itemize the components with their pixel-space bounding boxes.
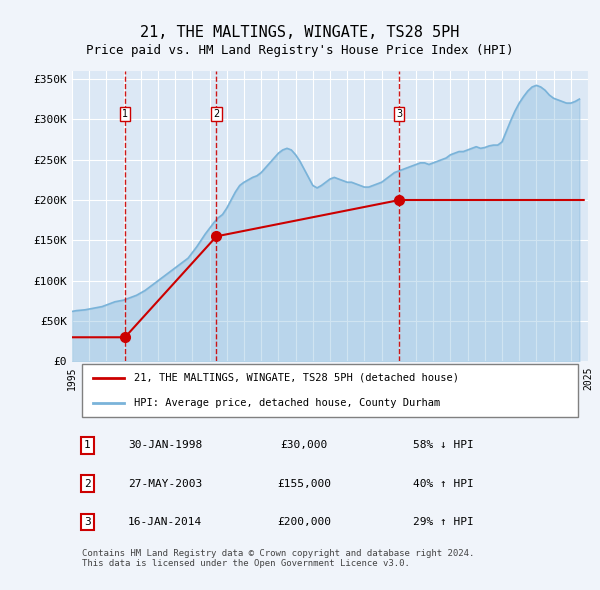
Text: 58% ↓ HPI: 58% ↓ HPI — [413, 440, 474, 450]
Text: 3: 3 — [397, 109, 403, 119]
Text: Contains HM Land Registry data © Crown copyright and database right 2024.
This d: Contains HM Land Registry data © Crown c… — [82, 549, 475, 568]
Text: HPI: Average price, detached house, County Durham: HPI: Average price, detached house, Coun… — [134, 398, 440, 408]
Text: 27-MAY-2003: 27-MAY-2003 — [128, 478, 202, 489]
FancyBboxPatch shape — [82, 365, 578, 417]
Text: 1: 1 — [122, 109, 128, 119]
Text: £200,000: £200,000 — [277, 517, 331, 527]
Text: 40% ↑ HPI: 40% ↑ HPI — [413, 478, 474, 489]
Text: 21, THE MALTINGS, WINGATE, TS28 5PH: 21, THE MALTINGS, WINGATE, TS28 5PH — [140, 25, 460, 40]
Text: 3: 3 — [84, 517, 91, 527]
Text: 29% ↑ HPI: 29% ↑ HPI — [413, 517, 474, 527]
Text: 2: 2 — [214, 109, 220, 119]
Text: Price paid vs. HM Land Registry's House Price Index (HPI): Price paid vs. HM Land Registry's House … — [86, 44, 514, 57]
Text: £155,000: £155,000 — [277, 478, 331, 489]
Text: 16-JAN-2014: 16-JAN-2014 — [128, 517, 202, 527]
Text: 30-JAN-1998: 30-JAN-1998 — [128, 440, 202, 450]
Text: 21, THE MALTINGS, WINGATE, TS28 5PH (detached house): 21, THE MALTINGS, WINGATE, TS28 5PH (det… — [134, 373, 459, 383]
Text: £30,000: £30,000 — [281, 440, 328, 450]
Text: 2: 2 — [84, 478, 91, 489]
Text: 1: 1 — [84, 440, 91, 450]
